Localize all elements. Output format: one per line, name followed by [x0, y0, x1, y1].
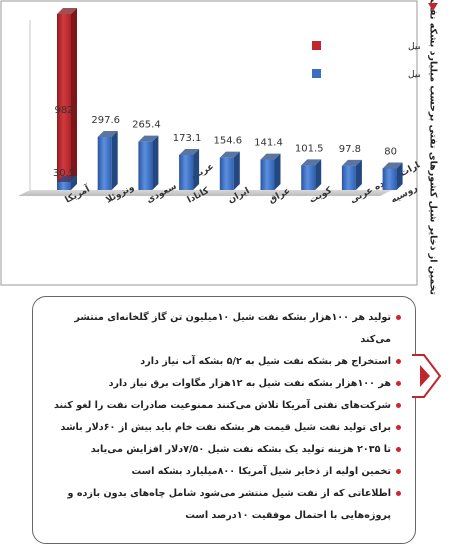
bar-آمریکا-recoverable-side — [71, 8, 77, 182]
bar-عربستان سعودی-inplace-top — [138, 135, 159, 142]
data-label: 982 — [54, 105, 73, 116]
bar-کانادا-inplace — [179, 148, 200, 190]
data-label: 97.8 — [339, 144, 361, 155]
bar-روسیه-inplace — [382, 162, 403, 190]
bar-کویت-inplace-top — [301, 159, 322, 166]
bar-آمریکا-recoverable-front — [57, 14, 71, 182]
bar-روسیه-inplace-top — [382, 162, 403, 169]
legend-label: ذخایر قابل برداشت شیل — [408, 42, 420, 52]
note-item: برای تولید نفت شیل قیمت هر بشکه نفت خام … — [45, 417, 401, 439]
bar-ونزوئلا-inplace — [97, 131, 118, 190]
data-label: 265.4 — [132, 120, 161, 131]
notes-box: تولید هر ۱۰۰هزار بشکه نفت شیل ۱۰میلیون ت… — [32, 296, 416, 544]
title-arrow-icon — [428, 3, 438, 11]
bar-ایران-inplace-top — [219, 151, 240, 158]
note-item: اطلاعاتی که از نفت شیل منتشر می‌شود شامل… — [45, 483, 401, 527]
bar-کانادا-inplace-side — [193, 148, 200, 190]
bar-آمریکا-recoverable-top — [57, 8, 77, 14]
bar-روسیه-inplace-side — [396, 162, 403, 190]
note-item: شرکت‌های نفتی آمریکا تلاش می‌کنند ممنوعی… — [45, 395, 401, 417]
note-item: تخمین اولیه از ذخایر شیل آمریکا ۸۰۰میلیا… — [45, 461, 401, 483]
note-item: تولید هر ۱۰۰هزار بشکه نفت شیل ۱۰میلیون ت… — [45, 307, 401, 351]
bar-کویت-inplace-front — [301, 165, 316, 190]
chart-panel: آمریکاونزوئلاعربستان سعودیکاناداایرانعرا… — [0, 0, 450, 295]
bar-آمریکا-recoverable — [57, 8, 77, 182]
bar-عربستان سعودی-inplace-front — [138, 141, 153, 190]
bar-عراق-inplace-top — [260, 153, 281, 160]
bar-عربستان سعودی-inplace — [138, 135, 159, 190]
data-label: 30.5 — [53, 168, 75, 179]
bar-ونزوئلا-inplace-side — [111, 131, 118, 190]
bar-عربستان سعودی-inplace-side — [152, 135, 159, 190]
bar-آمریکا-inplace — [57, 176, 77, 190]
bar-ایران-inplace-side — [233, 151, 240, 190]
bar-امارات متحده عربی-inplace-front — [341, 165, 356, 190]
data-label: 141.4 — [254, 138, 283, 149]
bar-آمریکا-inplace-side — [71, 176, 77, 190]
data-label: 80 — [384, 146, 397, 157]
data-label: 297.6 — [91, 115, 120, 126]
bar-ایران-inplace — [219, 151, 240, 190]
bar-آمریکا-inplace-front — [57, 182, 71, 190]
chart-floor — [18, 190, 392, 196]
chart-title: تخمین از ذخایر شیل کشورهای نفتی برحسب می… — [427, 0, 439, 295]
bar-امارات متحده عربی-inplace-top — [341, 159, 362, 166]
note-item: تا ۲۰۳۵ هزینه تولید یک بشکه نفت شیل ۷/۵۰… — [45, 439, 401, 461]
bar-روسیه-inplace-front — [382, 168, 397, 190]
bar-کانادا-inplace-front — [179, 154, 194, 190]
bar-آمریکا-inplace-top — [57, 176, 77, 182]
bar-کویت-inplace — [301, 159, 322, 190]
bar-کویت-inplace-side — [315, 159, 322, 190]
note-item: هر ۱۰۰هزار بشکه نفت شیل به ۱۲هزار مگاوات… — [45, 373, 401, 395]
bar-کانادا-inplace-top — [179, 148, 200, 155]
notes-list: تولید هر ۱۰۰هزار بشکه نفت شیل ۱۰میلیون ت… — [33, 297, 415, 527]
bar-ونزوئلا-inplace-front — [97, 137, 112, 190]
bar-امارات متحده عربی-inplace-side — [355, 159, 362, 190]
bar-عراق-inplace-side — [274, 153, 281, 190]
note-item: استخراج هر بشکه نفت شیل به ۵/۲ بشکه آب ن… — [45, 351, 401, 373]
data-label: 173.1 — [173, 133, 202, 144]
data-label: 154.6 — [213, 136, 242, 147]
bar-امارات متحده عربی-inplace — [341, 159, 362, 190]
bar-عراق-inplace — [260, 153, 281, 190]
bar-ونزوئلا-inplace-top — [97, 131, 118, 137]
legend-swatch — [312, 69, 321, 78]
notes-tab-arrow-icon — [412, 354, 442, 398]
data-label: 101.5 — [295, 143, 324, 154]
bar-عراق-inplace-front — [260, 159, 275, 190]
bar-chart: آمریکاونزوئلاعربستان سعودیکاناداایرانعرا… — [0, 0, 450, 286]
legend-label: ذخایر درجای شیل — [408, 70, 420, 80]
bar-ایران-inplace-front — [219, 157, 234, 190]
legend-swatch — [312, 41, 321, 50]
